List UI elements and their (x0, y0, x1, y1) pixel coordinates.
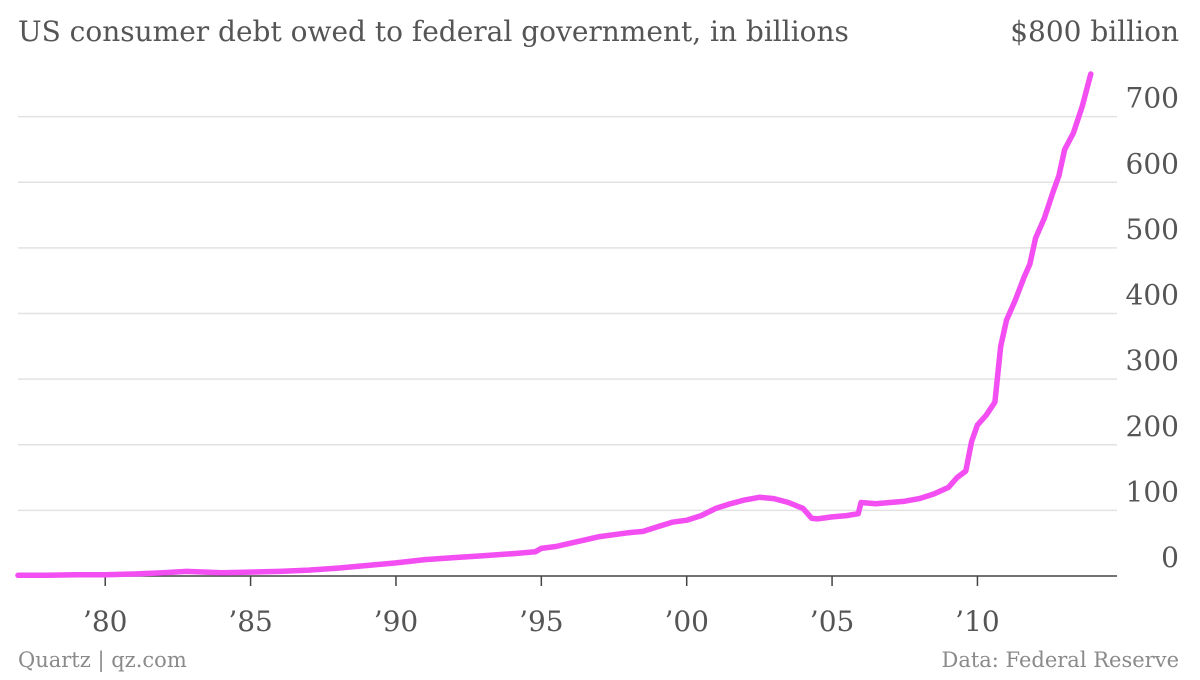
y-tick-label: 500 (1126, 213, 1179, 246)
gridlines (18, 115, 1117, 512)
x-tick-label: ’80 (83, 605, 128, 638)
footer-source-right: Data: Federal Reserve (941, 648, 1179, 672)
y-axis-ticks: 0 100 200 300 400 500 600 700 (1126, 82, 1179, 574)
y-tick-label: 100 (1126, 475, 1179, 508)
x-tick-label: ’95 (519, 605, 564, 638)
x-tick-label: ’00 (664, 605, 709, 638)
footer-source-left: Quartz | qz.com (18, 648, 187, 673)
x-tick-label: ’05 (810, 605, 855, 638)
x-tick-label: ’85 (228, 605, 273, 638)
chart-title: US consumer debt owed to federal governm… (18, 15, 849, 48)
y-tick-label: 400 (1126, 279, 1179, 312)
y-tick-label: 200 (1126, 410, 1179, 443)
x-axis-ticks: ’80 ’85 ’90 ’95 ’00 ’05 ’10 (83, 576, 1000, 638)
series-line-0 (15, 71, 1094, 579)
y-axis-top-label: $800 billion (1010, 15, 1179, 48)
series-group (15, 71, 1094, 579)
y-tick-label: 300 (1126, 344, 1179, 377)
x-tick-label: ’10 (955, 605, 1000, 638)
y-tick-label: 600 (1126, 147, 1179, 180)
x-tick-label: ’90 (374, 605, 419, 638)
y-tick-label: 700 (1126, 82, 1179, 115)
y-tick-label: 0 (1161, 541, 1179, 574)
